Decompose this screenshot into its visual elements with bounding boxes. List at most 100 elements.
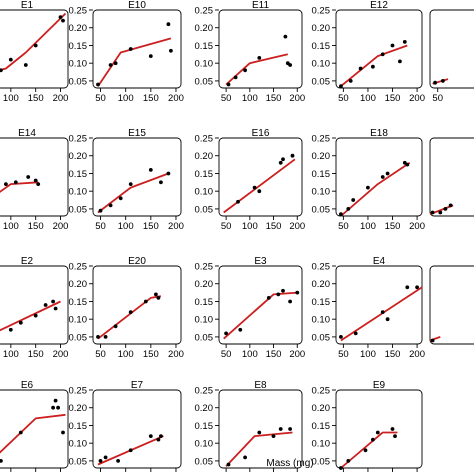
data-point xyxy=(371,437,375,442)
y-tick-label: 0.25 xyxy=(312,386,331,397)
panel-p16: E6100150200 xyxy=(0,380,68,474)
y-tick-label: 0.25 xyxy=(312,6,331,17)
y-tick-label: 0.10 xyxy=(195,315,214,326)
data-point xyxy=(290,153,295,158)
fit-line xyxy=(225,431,293,467)
data-point xyxy=(346,459,351,463)
panel-p9: E18 0.05 0.10 0.15 0.20 0.25 50 100 150 200 xyxy=(312,128,426,232)
y-tick-label: 0.10 xyxy=(312,315,331,326)
panel-frame xyxy=(218,265,303,345)
y-tick-label: 0.25 xyxy=(312,262,331,273)
data-point xyxy=(257,56,262,60)
data-point xyxy=(159,434,163,438)
data-point xyxy=(288,63,292,67)
y-tick-label: 0.25 xyxy=(195,134,214,145)
data-point xyxy=(128,448,133,453)
panel-frame xyxy=(218,9,303,89)
panel-frame xyxy=(92,389,182,469)
data-point xyxy=(118,196,123,201)
panel-frame xyxy=(335,9,423,89)
data-point xyxy=(276,292,281,297)
data-point xyxy=(339,466,343,470)
data-point xyxy=(443,207,448,211)
panel-frame xyxy=(218,137,303,217)
data-point xyxy=(224,331,229,336)
data-point xyxy=(271,434,276,438)
data-point xyxy=(351,198,356,202)
y-tick-label: 0.15 xyxy=(195,169,214,180)
data-point xyxy=(281,288,285,293)
panel-p11: E2 100 150 200 xyxy=(0,256,68,360)
panel-p7: E15 0.05 0.10 0.15 0.20 0.25 50 100 150 200 xyxy=(69,128,184,232)
fit-line xyxy=(340,162,411,217)
x-tick-label: 50 xyxy=(338,221,349,232)
y-tick-label: 0.05 xyxy=(312,204,331,215)
data-point xyxy=(257,430,262,435)
panel-label: E1 xyxy=(21,0,34,11)
data-point xyxy=(8,327,13,332)
y-tick-label: 0.25 xyxy=(69,386,88,397)
data-point xyxy=(113,324,118,329)
data-point xyxy=(385,317,390,322)
y-tick-label: 0.10 xyxy=(312,59,331,70)
data-point xyxy=(243,68,248,73)
data-point xyxy=(51,405,55,410)
panel-frame xyxy=(335,265,423,345)
y-tick-label: 0.10 xyxy=(312,439,331,450)
y-tick-label: 0.10 xyxy=(69,439,88,450)
x-tick-label: 200 xyxy=(289,93,305,104)
data-point xyxy=(113,61,118,66)
data-point xyxy=(143,299,148,304)
data-point xyxy=(103,335,108,339)
data-point xyxy=(166,22,171,27)
panel-p4: E12 0.05 0.10 0.15 0.20 0.25 50 100 150 200 xyxy=(312,0,426,104)
y-tick-label: 0.20 xyxy=(69,23,88,34)
x-tick-label: 100 xyxy=(118,349,134,360)
y-tick-label: 0.15 xyxy=(69,297,88,308)
data-point xyxy=(402,40,407,44)
y-tick-label: 0.25 xyxy=(195,386,214,397)
panel-p14: E4 0.05 0.10 0.15 0.20 0.25 50 100 150 200 xyxy=(312,256,426,360)
x-tick-label: 50 xyxy=(338,93,349,104)
y-tick-label: 0.05 xyxy=(312,456,331,467)
x-tick-label: 100 xyxy=(118,93,134,104)
data-point xyxy=(405,285,410,290)
data-point xyxy=(278,427,283,431)
panel-label: E12 xyxy=(370,0,388,11)
x-tick-label: 150 xyxy=(266,349,282,360)
data-point xyxy=(51,299,55,304)
data-point xyxy=(128,47,133,51)
panel-label: E8 xyxy=(254,380,267,391)
y-tick-label: 0.15 xyxy=(195,41,214,52)
data-point xyxy=(33,43,38,48)
fit-line xyxy=(340,431,398,469)
y-tick-label: 0.25 xyxy=(69,6,88,17)
x-tick-label: 150 xyxy=(28,221,44,232)
y-tick-label: 0.15 xyxy=(312,421,331,432)
y-tick-label: 0.05 xyxy=(312,332,331,343)
data-point xyxy=(236,199,240,204)
panel-frame xyxy=(0,137,69,217)
fit-line xyxy=(0,413,66,454)
x-tick-label: 100 xyxy=(118,221,134,232)
y-tick-label: 0.10 xyxy=(195,59,214,70)
x-tick-label: 50 xyxy=(432,93,443,104)
data-point xyxy=(103,455,108,460)
x-tick-label: 100 xyxy=(360,93,376,104)
data-point xyxy=(4,182,8,187)
y-tick-label: 0.05 xyxy=(195,332,214,343)
data-point xyxy=(448,203,453,208)
y-tick-label: 0.15 xyxy=(312,297,331,308)
data-point xyxy=(233,75,238,80)
y-tick-label: 0.10 xyxy=(69,59,88,70)
x-axis-title: Mass (mg) xyxy=(266,458,313,469)
x-tick-label: 100 xyxy=(3,93,19,104)
panel-label: E14 xyxy=(18,128,36,139)
x-tick-label: 150 xyxy=(143,221,159,232)
fit-line xyxy=(340,286,423,342)
panel-label: E3 xyxy=(254,256,267,267)
fit-line xyxy=(0,181,39,193)
data-point xyxy=(380,310,385,314)
